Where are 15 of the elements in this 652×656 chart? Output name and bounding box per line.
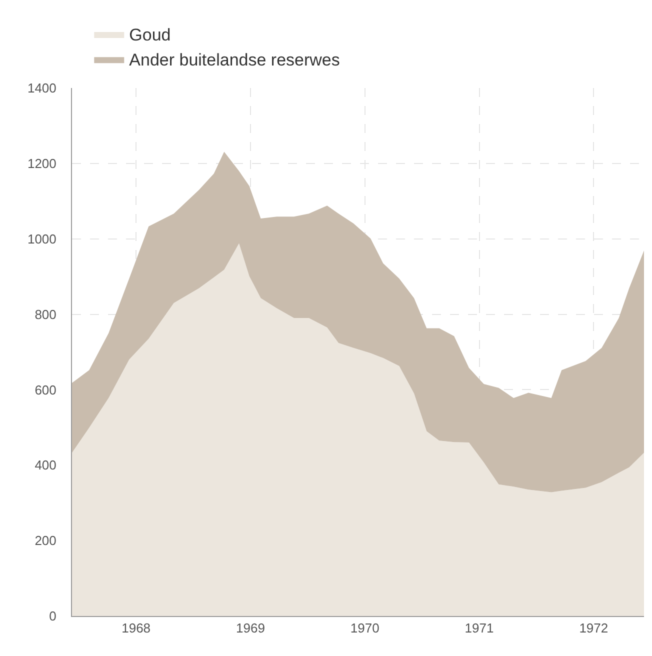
y-tick-label: 600 [34, 382, 56, 398]
x-tick-label: 1971 [464, 620, 494, 636]
x-tick-label: 1968 [122, 620, 151, 636]
y-tick-label: 0 [49, 608, 56, 624]
y-tick-label: 800 [34, 306, 56, 322]
y-tick-label: 1000 [27, 231, 56, 246]
legend-label: Ander buitelandse reserwes [129, 50, 340, 70]
legend-label: Goud [129, 26, 171, 45]
x-tick-label: 1970 [350, 620, 380, 636]
x-tick-label: 1972 [579, 620, 608, 636]
y-tick-label: 1200 [27, 156, 56, 171]
y-tick-label: 1400 [27, 80, 56, 96]
x-tick-label: 1969 [236, 620, 265, 636]
y-tick-label: 400 [34, 458, 56, 473]
y-tick-label: 200 [34, 533, 56, 548]
